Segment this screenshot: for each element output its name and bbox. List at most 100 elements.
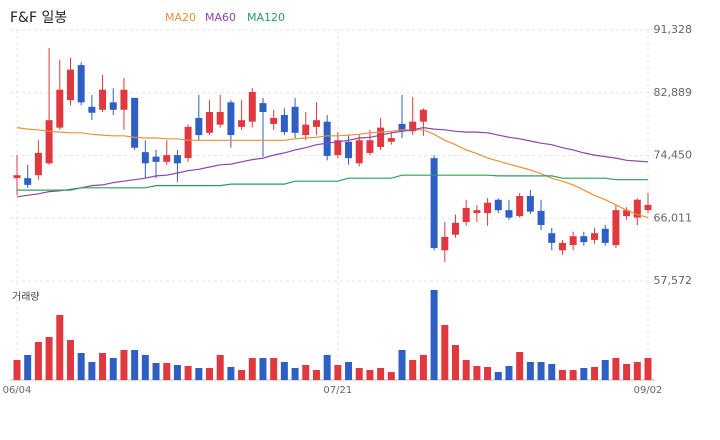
volume-bar (259, 358, 267, 380)
candle-body (633, 199, 641, 218)
candle-body (484, 202, 492, 214)
volume-bar (88, 362, 96, 380)
volume-bar (163, 363, 171, 380)
volume-bar (526, 362, 534, 380)
candle-body (248, 91, 256, 122)
candle-body (34, 152, 42, 176)
volume-bar (451, 345, 459, 380)
chart-title: F&F 일봉 (10, 10, 67, 26)
x-tick-label: 09/02 (634, 385, 663, 396)
candle-body (77, 65, 85, 103)
x-tick-label: 07/21 (323, 385, 352, 396)
candle-body (601, 228, 609, 243)
candle-body (45, 120, 53, 164)
candle-body (206, 112, 214, 133)
volume-bar (238, 370, 246, 380)
volume-bar (291, 368, 299, 380)
candle-body (13, 175, 21, 179)
volume-bar (516, 352, 524, 380)
candle-body (462, 207, 470, 223)
candle-body (644, 204, 652, 211)
ma-line (16, 127, 649, 219)
candle-body (141, 152, 149, 164)
volume-bar (558, 370, 566, 380)
volume-bar (184, 366, 192, 380)
candle-body (334, 140, 342, 156)
volume-bar (334, 365, 342, 380)
candle-body (548, 233, 556, 243)
candle-body (88, 106, 96, 113)
y-tick-label: 57,572 (654, 274, 693, 287)
y-tick-label: 74,450 (654, 149, 693, 162)
candle-body (516, 196, 524, 217)
candle-body (259, 103, 267, 113)
volume-bar (13, 360, 21, 380)
candle-body (280, 114, 288, 133)
volume-bar (601, 360, 609, 380)
volume-bar (45, 337, 53, 380)
candle-body (312, 120, 320, 127)
y-tick-label: 82,889 (654, 86, 693, 99)
candle-body (612, 210, 620, 246)
candle-body (163, 155, 171, 162)
candle-body (24, 178, 32, 185)
candle-body (227, 102, 235, 136)
candle-body (109, 102, 117, 110)
candle-body (131, 97, 139, 148)
candle-body (270, 117, 278, 124)
x-tick-label: 06/04 (3, 385, 32, 396)
volume-bar (494, 372, 502, 380)
volume-bar (473, 366, 481, 380)
volume-bar (441, 325, 449, 380)
volume-bar (24, 355, 32, 380)
volume-bar (206, 368, 214, 380)
candle-body (184, 126, 192, 159)
volume-bar (152, 363, 160, 380)
candle-body (494, 199, 502, 211)
volume-bar (227, 367, 235, 380)
candle-body (195, 117, 203, 136)
candle-body (580, 236, 588, 243)
candle-body (526, 196, 534, 212)
volume-bar (409, 360, 417, 380)
candle-body (99, 89, 107, 110)
candle-body (441, 236, 449, 251)
volume-bar (56, 315, 64, 380)
volume-bar (248, 358, 256, 380)
candle-body (56, 89, 64, 128)
volume-bar (312, 370, 320, 380)
volume-bar (302, 365, 310, 380)
volume-bar (430, 290, 438, 380)
volume-label: 거래량 (12, 291, 40, 303)
volume-bar (109, 358, 117, 380)
candle-body (323, 121, 331, 156)
volume-bar (195, 368, 203, 380)
ma-line (16, 126, 649, 198)
volume-bar (366, 370, 374, 380)
volume-bar (141, 355, 149, 380)
legend-entry: MA60 (205, 11, 236, 24)
volume-bar (120, 350, 128, 380)
candle-body (451, 222, 459, 235)
candle-body (152, 156, 160, 162)
candle-body (377, 127, 385, 147)
volume-bar (280, 362, 288, 380)
candle-body (355, 140, 363, 164)
candle-body (398, 123, 406, 132)
candle-body (505, 210, 513, 218)
candle-body (409, 121, 417, 132)
volume-bar (612, 358, 620, 380)
candle-body (473, 210, 481, 214)
volume-bar (34, 342, 42, 380)
volume-bar (387, 372, 395, 380)
volume-bar (377, 368, 385, 380)
candle-body (120, 89, 128, 110)
legend-entry: MA20 (165, 11, 196, 24)
volume-bar (99, 353, 107, 380)
candle-body (291, 106, 299, 133)
legend-entry: MA120 (247, 11, 285, 24)
volume-bar (77, 353, 85, 380)
candle-body (558, 242, 566, 251)
volume-bar (537, 362, 545, 380)
